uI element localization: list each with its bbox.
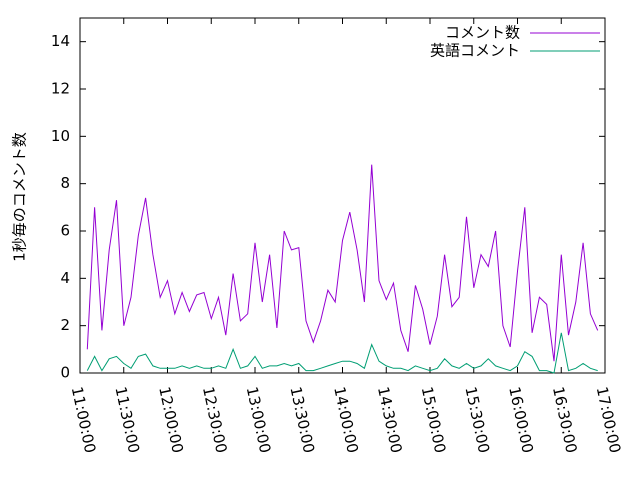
x-tick-label: 15:30:00 xyxy=(461,385,493,455)
x-tick-label: 15:00:00 xyxy=(418,385,450,455)
y-tick-label: 2 xyxy=(60,316,70,334)
y-tick-label: 12 xyxy=(51,80,70,98)
x-tick-label: 14:00:00 xyxy=(330,385,362,455)
y-tick-label: 4 xyxy=(60,269,70,287)
x-tick-label: 11:30:00 xyxy=(111,385,143,455)
series-line xyxy=(86,332,598,374)
y-tick-label: 8 xyxy=(60,174,70,192)
x-tick-label: 17:00:00 xyxy=(593,385,625,455)
x-tick-label: 14:30:00 xyxy=(374,385,406,455)
y-tick-label: 6 xyxy=(60,222,70,240)
plot-frame xyxy=(79,17,606,374)
y-tick-label: 14 xyxy=(51,32,70,50)
y-tick-label: 10 xyxy=(51,127,70,145)
x-tick-label: 11:00:00 xyxy=(68,385,100,455)
x-tick-label: 12:00:00 xyxy=(155,385,187,455)
y-axis-label: 1秒毎のコメント数 xyxy=(11,132,29,262)
x-tick-label: 16:00:00 xyxy=(505,385,537,455)
legend-label: 英語コメント xyxy=(430,42,520,60)
legend-label: コメント数 xyxy=(445,24,520,42)
x-tick-label: 13:00:00 xyxy=(243,385,275,455)
x-tick-label: 12:30:00 xyxy=(199,385,231,455)
x-tick-label: 13:30:00 xyxy=(286,385,318,455)
x-tick-label: 16:30:00 xyxy=(549,385,581,455)
series-line xyxy=(86,164,599,362)
y-tick-label: 0 xyxy=(60,364,70,382)
